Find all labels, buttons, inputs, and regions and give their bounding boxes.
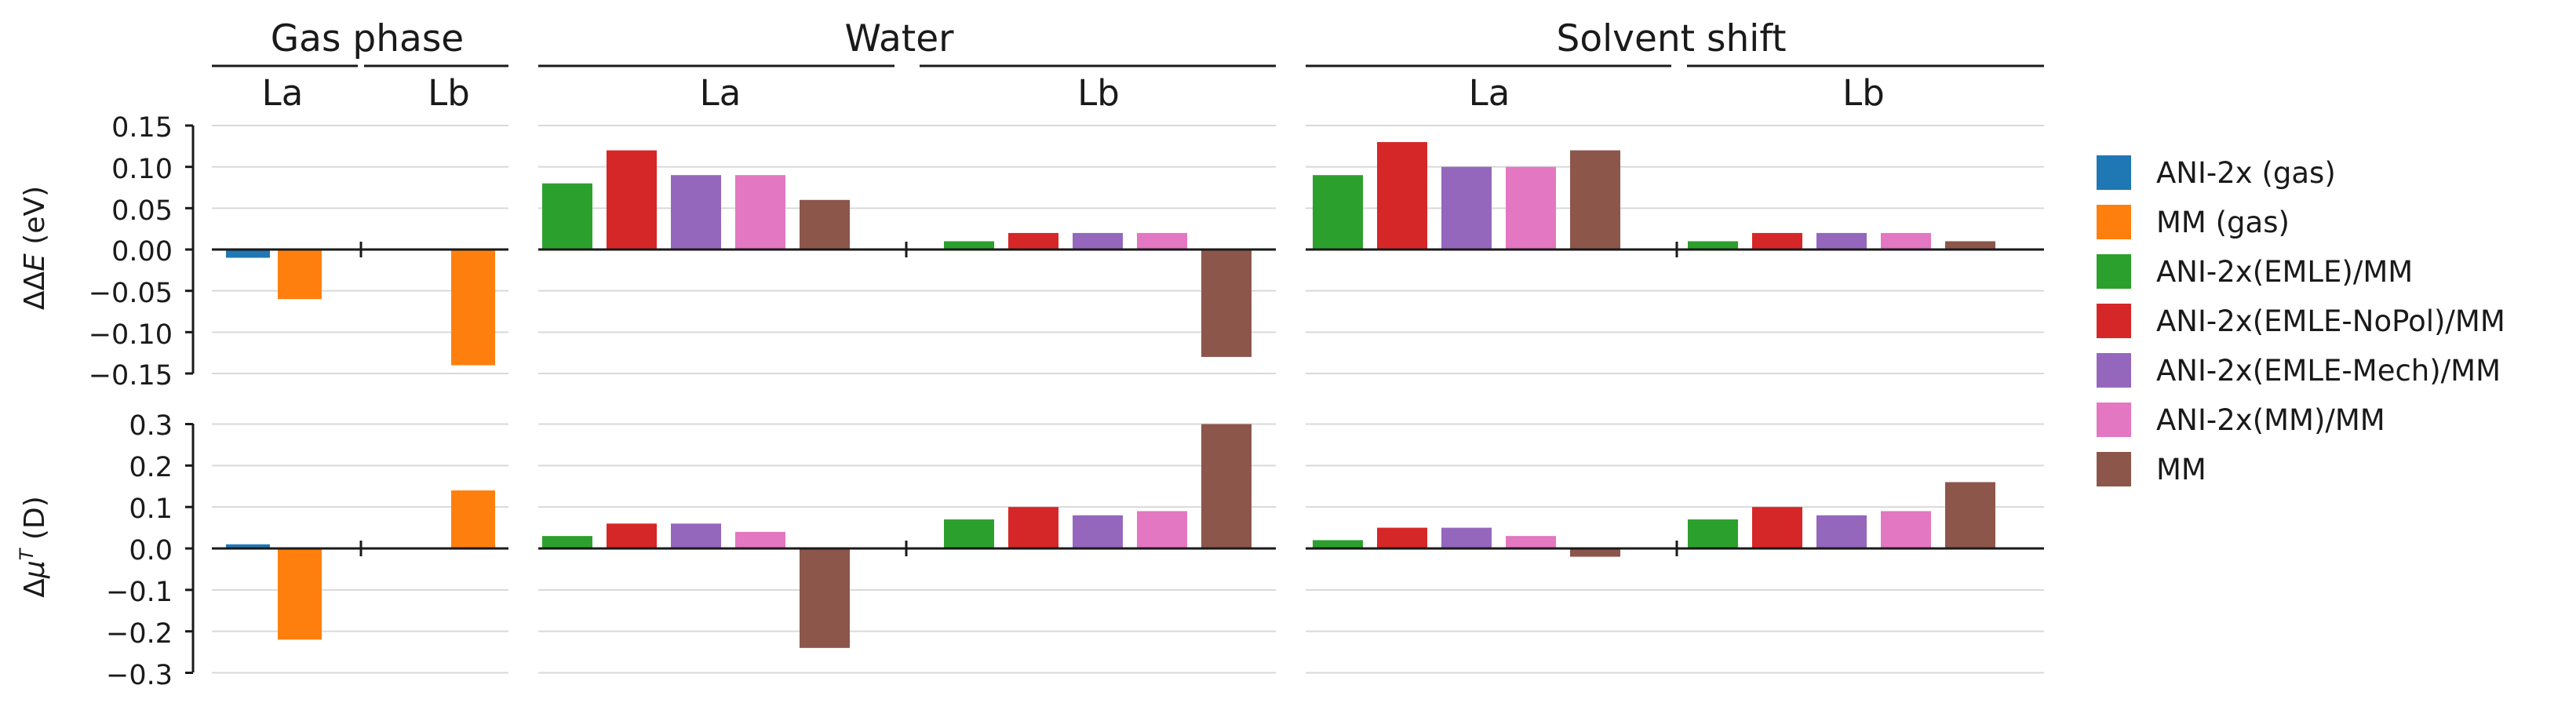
bar-energy — [1137, 232, 1187, 250]
bar-energy — [278, 250, 322, 300]
group-title-gas: Gas phase — [271, 17, 464, 60]
bar-energy — [1201, 250, 1252, 357]
bar-dipole — [1377, 527, 1427, 548]
bar-energy — [1881, 232, 1931, 250]
y-tick-label: 0.2 — [129, 452, 173, 483]
bar-dipole — [944, 519, 994, 548]
bar-dipole — [451, 490, 495, 548]
bar-energy — [1008, 232, 1058, 250]
bar-dipole — [1570, 548, 1620, 557]
y-tick-label: 0.0 — [129, 535, 173, 566]
bar-energy — [1570, 150, 1620, 250]
y-tick-label: 0.00 — [111, 236, 173, 268]
bar-dipole — [1506, 536, 1556, 548]
bar-energy — [800, 199, 850, 250]
subtitle-shift-lb: Lb — [1842, 72, 1885, 114]
gridlines — [212, 125, 2044, 674]
bar-energy — [451, 250, 495, 366]
bar-energy — [1945, 241, 1995, 250]
legend-label-emle-nopol: ANI-2x(EMLE-NoPol)/MM — [2156, 304, 2505, 338]
bar-energy — [607, 150, 657, 250]
bar-dipole — [278, 548, 322, 640]
bar-energy — [671, 175, 721, 250]
y-tick-label: 0.15 — [111, 112, 173, 144]
y-axis-label-dipole: ΔμT (D) — [16, 496, 51, 597]
subtitle-gas-lb: Lb — [428, 72, 470, 114]
bar-dipole — [1881, 511, 1931, 548]
legend-swatch-mm — [2097, 452, 2131, 486]
bar-energy — [1441, 166, 1492, 250]
bar-energy — [944, 241, 994, 250]
group-title-water: Water — [845, 17, 955, 60]
bar-dipole — [1313, 540, 1363, 548]
bar-energy — [735, 175, 785, 250]
subtitle-shift-la: La — [1469, 72, 1510, 114]
bar-dipole — [671, 523, 721, 548]
bar-energy — [1313, 175, 1363, 250]
bar-dipole — [542, 536, 592, 548]
bar-dipole — [1073, 515, 1123, 548]
legend-label-ani-mm: ANI-2x(MM)/MM — [2156, 403, 2385, 437]
axes — [185, 124, 2044, 674]
y-tick-label: 0.05 — [111, 195, 173, 227]
subtitle-water-la: La — [700, 72, 741, 114]
bar-energy — [1073, 232, 1123, 250]
legend-label-mm-gas: MM (gas) — [2156, 206, 2290, 239]
y-tick-label: −0.05 — [89, 278, 173, 309]
bar-dipole — [1201, 424, 1252, 548]
legend-swatch-ani-mm — [2097, 403, 2131, 437]
bar-dipole — [1008, 507, 1058, 548]
legend-swatch-mm-gas — [2097, 205, 2131, 239]
y-tick-label: −0.10 — [89, 319, 173, 351]
bar-energy — [1816, 232, 1867, 250]
legend-swatch-emle-mech — [2097, 353, 2131, 388]
y-tick-label: −0.3 — [106, 660, 173, 691]
y-tick-label: 0.10 — [111, 154, 173, 185]
bar-energy — [226, 250, 270, 258]
y-ticks-energy: 0.15 0.10 0.05 0.00 −0.05 −0.10 −0.15 — [89, 112, 173, 392]
y-tick-label: −0.15 — [89, 360, 173, 392]
y-tick-label: 0.1 — [129, 494, 173, 525]
bar-dipole — [1688, 519, 1738, 548]
legend-swatch-ani-gas — [2097, 155, 2131, 190]
bar-energy — [1752, 232, 1802, 250]
y-tick-label: 0.3 — [129, 410, 173, 442]
y-axis-label-energy: ΔΔE (eV) — [19, 186, 51, 310]
group-title-solvent-shift: Solvent shift — [1556, 17, 1786, 60]
legend-swatch-emle-nopol — [2097, 304, 2131, 338]
y-ticks-dipole: 0.3 0.2 0.1 0.0 −0.1 −0.2 −0.3 — [106, 410, 173, 691]
y-tick-label: −0.1 — [106, 577, 173, 608]
bar-dipole — [1752, 507, 1802, 548]
legend-label-emle-mech: ANI-2x(EMLE-Mech)/MM — [2156, 354, 2501, 388]
bar-energy — [1506, 166, 1556, 250]
bar-dipole — [1137, 511, 1187, 548]
subtitle-water-lb: Lb — [1077, 72, 1120, 114]
legend-label-emle: ANI-2x(EMLE)/MM — [2156, 255, 2413, 289]
bar-energy — [542, 183, 592, 250]
bar-dipole — [1441, 527, 1492, 548]
subtitle-gas-la: La — [262, 72, 304, 114]
bar-energy — [1688, 241, 1738, 250]
bar-dipole — [1945, 482, 1995, 548]
legend: ANI-2x (gas) MM (gas) ANI-2x(EMLE)/MM AN… — [2097, 155, 2505, 486]
legend-swatch-emle — [2097, 254, 2131, 289]
bar-dipole — [607, 523, 657, 548]
bars — [226, 142, 1995, 648]
legend-label-ani-gas: ANI-2x (gas) — [2156, 156, 2336, 190]
bar-dipole — [226, 544, 270, 548]
bar-energy — [1377, 142, 1427, 250]
bar-dipole — [800, 548, 850, 648]
bar-dipole — [735, 531, 785, 548]
y-tick-label: −0.2 — [106, 618, 173, 650]
legend-label-mm: MM — [2156, 453, 2206, 486]
bar-dipole — [1816, 515, 1867, 548]
